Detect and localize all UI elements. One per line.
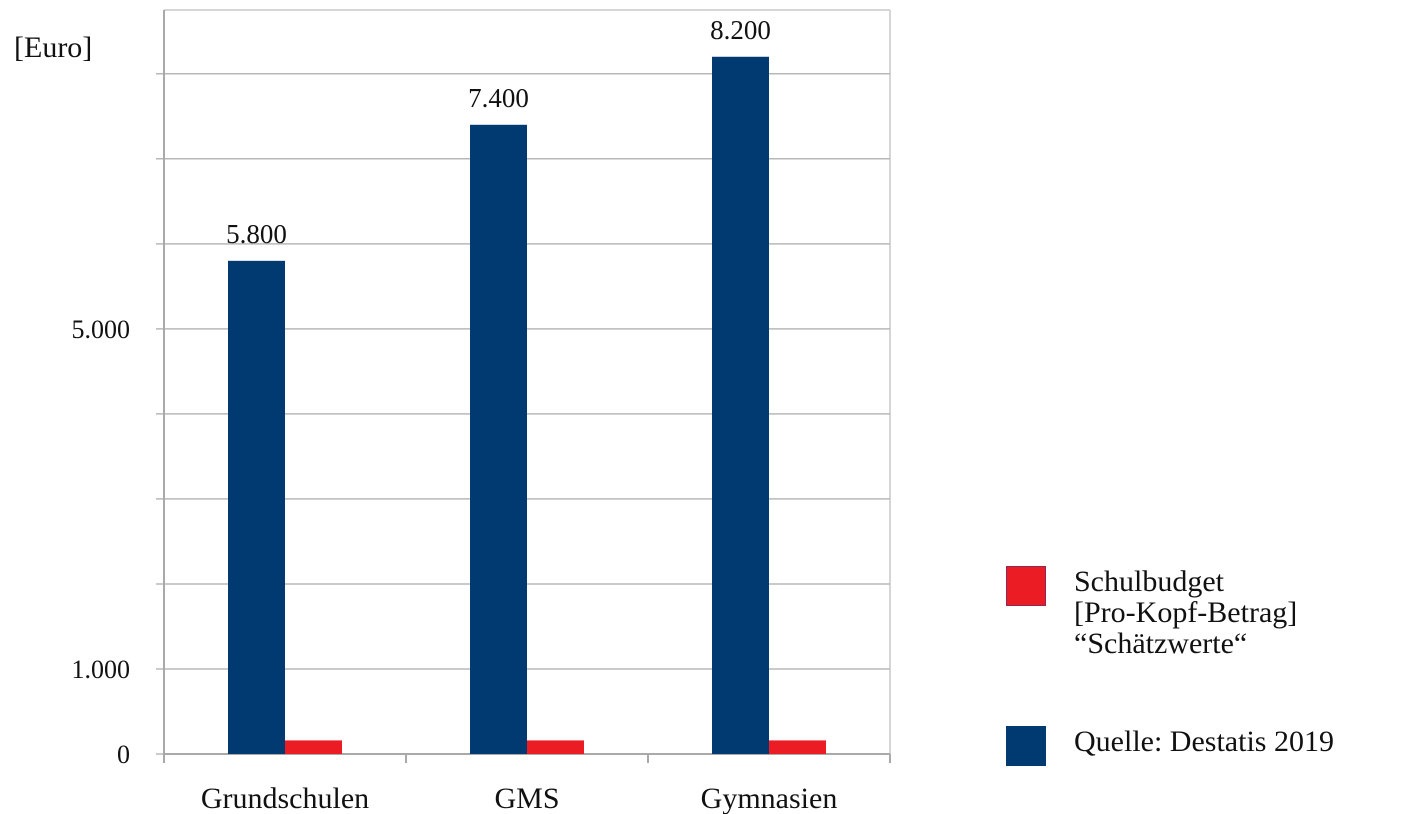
red-square-icon [1006,566,1046,606]
y-tick-label: 0 [117,740,130,769]
data-label: 8.200 [710,15,771,45]
data-label: 5.800 [226,219,287,249]
labels: 0 1.000 5.000 5.800 Grundschulen 7.400 GMS 8.20… [72,15,838,814]
data-label: 7.400 [468,83,529,113]
x-category-label: Grundschulen [201,782,369,814]
bar-schulbudget [527,740,584,754]
legend-label-destatis: Quelle: Destatis 2019 [1074,725,1334,758]
navy-square-icon [1006,726,1046,766]
bars [228,56,826,755]
bar-destatis [470,124,527,754]
bar-schulbudget [285,740,342,754]
legend-item-schulbudget: Schulbudget [Pro-Kopf-Betrag] “Schätzwer… [1006,566,1297,659]
x-category-label: GMS [494,782,559,814]
legend-item-destatis: Quelle: Destatis 2019 [1006,726,1334,766]
x-category-label: Gymnasien [701,782,838,814]
bar-schulbudget [769,740,826,754]
y-axis-unit-label: [Euro] [14,31,92,64]
y-tick-label: 1.000 [72,655,131,684]
legend-label-schulbudget: Schulbudget [Pro-Kopf-Betrag] “Schätzwer… [1074,565,1298,660]
bar-destatis [228,260,285,754]
bar-destatis [712,56,769,755]
y-tick-label: 5.000 [72,315,131,344]
